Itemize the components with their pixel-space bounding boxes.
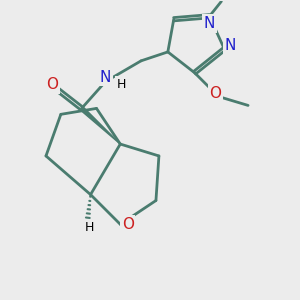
Text: O: O (122, 217, 134, 232)
Text: N: N (100, 70, 111, 85)
Polygon shape (80, 107, 120, 144)
Text: N: N (204, 16, 215, 31)
Text: H: H (117, 78, 127, 91)
Text: O: O (46, 77, 58, 92)
Text: H: H (84, 221, 94, 234)
Text: N: N (225, 38, 236, 53)
Text: O: O (209, 86, 221, 101)
